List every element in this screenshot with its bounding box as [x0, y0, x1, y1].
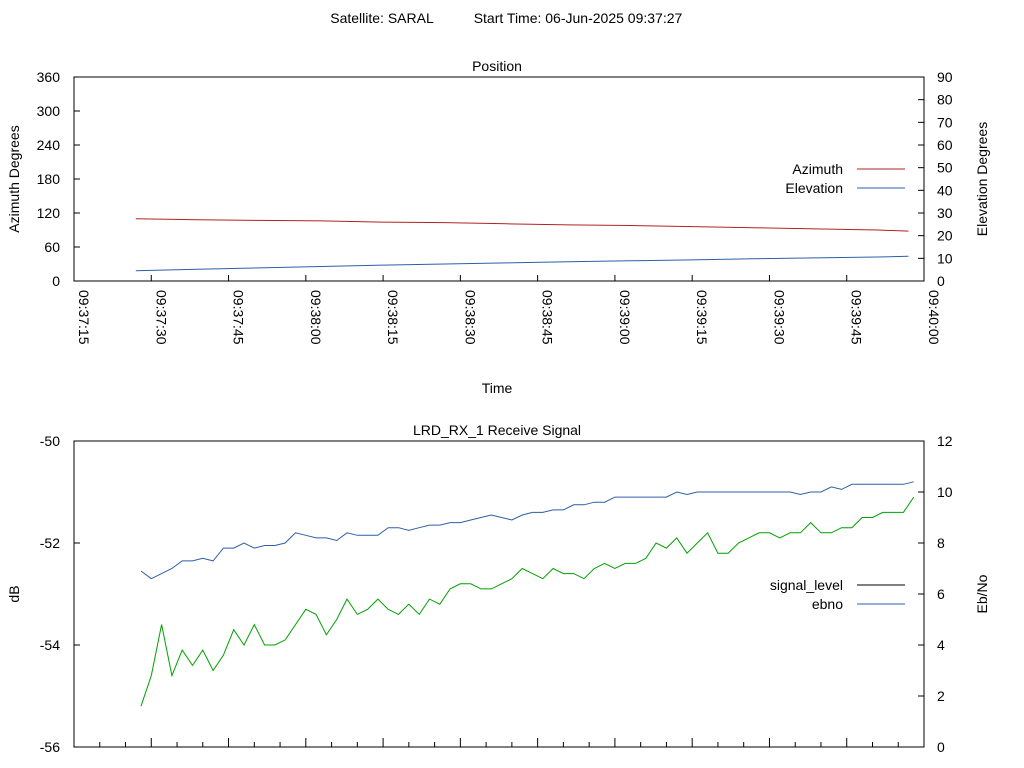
elevation-line	[135, 255, 909, 272]
time-tick-label: 09:39:30	[771, 290, 787, 345]
receive-signal-x-ticks	[99, 738, 899, 747]
ebno-axis-tick-label: 12	[937, 433, 953, 449]
azimuth-axis-tick-label: 300	[37, 103, 61, 119]
receive-signal-y2-ticks: 0 2 4 6 8 10 12	[918, 433, 953, 755]
elevation-axis-tick-label: 40	[937, 182, 953, 198]
position-legend: Azimuth Elevation	[785, 161, 905, 196]
azimuth-axis-tick-label: 360	[37, 69, 61, 85]
elevation-axis-tick-label: 10	[937, 250, 953, 266]
db-axis-tick-label: -50	[40, 433, 60, 449]
time-tick-label: 09:38:00	[308, 290, 324, 345]
ebno-axis-tick-label: 2	[937, 688, 945, 704]
receive-signal-legend: signal_level ebno	[770, 577, 905, 612]
receive-signal-plot-frame	[73, 440, 925, 748]
signal-level-line	[140, 496, 915, 707]
time-tick-label: 09:37:15	[76, 290, 92, 345]
legend-elevation-label: Elevation	[785, 180, 843, 196]
position-y-axis-label: Azimuth Degrees	[6, 125, 22, 232]
receive-signal-y2-axis-label: Eb/No	[974, 574, 990, 613]
time-tick-label: 09:38:30	[462, 290, 478, 345]
elevation-axis-tick-label: 80	[937, 92, 953, 108]
legend-azimuth-label: Azimuth	[792, 161, 843, 177]
time-tick-label: 09:39:00	[617, 290, 633, 345]
ebno-line	[140, 481, 914, 580]
time-tick-label: 09:38:15	[385, 290, 401, 345]
receive-signal-chart: LRD_RX_1 Receive Signal dB Eb/No -50-52-…	[6, 422, 990, 755]
azimuth-axis-tick-label: 60	[44, 239, 60, 255]
satellite-label: Satellite: SARAL	[330, 10, 434, 26]
position-y-ticks: 0 60 120 180 240 300 360	[37, 69, 80, 289]
position-y2-axis-label: Elevation Degrees	[974, 122, 990, 236]
ebno-axis-tick-label: 10	[937, 484, 953, 500]
azimuth-axis-tick-label: 240	[37, 137, 61, 153]
db-axis-tick-label: -54	[40, 637, 60, 653]
receive-signal-series	[140, 481, 915, 707]
time-tick-label: 09:39:15	[694, 290, 710, 345]
time-tick-label: 09:38:45	[540, 290, 556, 345]
time-tick-label: 09:39:45	[849, 290, 865, 345]
elevation-axis-tick-label: 70	[937, 114, 953, 130]
position-x-ticks: 09:37:15 09:37:30 09:37:45 09:38:00 09:38:15…	[73, 275, 942, 345]
time-tick-label: 09:37:45	[231, 290, 247, 345]
receive-signal-y-ticks: -50 -52 -54 -56	[40, 433, 80, 755]
elevation-axis-tick-label: 0	[937, 273, 945, 289]
position-y2-ticks: 0 10 20 30 40 50 60 70 80 90	[918, 69, 953, 289]
elevation-axis-tick-label: 50	[937, 160, 953, 176]
position-chart: Position Azimuth Degrees Elevation Degre…	[6, 58, 990, 396]
azimuth-axis-tick-label: 0	[52, 273, 60, 289]
azimuth-axis-tick-label: 120	[37, 205, 61, 221]
ebno-axis-tick-label: 6	[937, 586, 945, 602]
ebno-axis-tick-label: 8	[937, 535, 945, 551]
ebno-axis-tick-label: 4	[937, 637, 945, 653]
position-x-axis-label: Time	[482, 380, 513, 396]
position-series	[135, 218, 909, 272]
position-chart-title: Position	[472, 58, 522, 74]
legend-signal-level-label: signal_level	[770, 577, 843, 593]
position-plot-frame	[73, 76, 925, 282]
elevation-axis-tick-label: 20	[937, 228, 953, 244]
receive-signal-y-axis-label: dB	[6, 585, 22, 602]
ebno-axis-tick-label: 0	[937, 739, 945, 755]
elevation-axis-tick-label: 60	[937, 137, 953, 153]
azimuth-axis-tick-label: 180	[37, 171, 61, 187]
azimuth-line	[135, 218, 909, 232]
db-axis-tick-label: -56	[40, 739, 60, 755]
elevation-axis-tick-label: 90	[937, 69, 953, 85]
start-time-label: Start Time: 06-Jun-2025 09:37:27	[474, 10, 683, 26]
time-tick-label: 09:40:00	[926, 290, 942, 345]
receive-signal-chart-title: LRD_RX_1 Receive Signal	[413, 422, 581, 438]
time-tick-label: 09:37:30	[153, 290, 169, 345]
db-axis-tick-label: -52	[40, 535, 60, 551]
elevation-axis-tick-label: 30	[937, 205, 953, 221]
legend-ebno-label: ebno	[812, 596, 843, 612]
